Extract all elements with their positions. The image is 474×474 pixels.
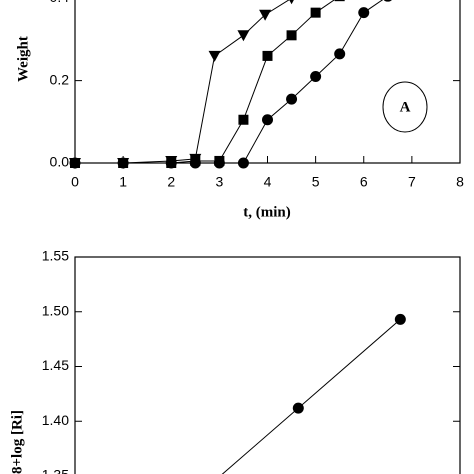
marker [394, 313, 406, 325]
plot-frame [74, 256, 461, 474]
marker [69, 157, 81, 169]
marker [383, 0, 392, 2]
marker [237, 157, 249, 169]
marker [310, 71, 322, 82]
series-line [75, 0, 290, 164]
y-tick-label: 0.0 [50, 154, 70, 170]
marker [289, 0, 294, 5]
marker [213, 157, 225, 169]
x-tick-label: 3 [215, 174, 223, 190]
marker [358, 7, 370, 19]
series-line [75, 0, 335, 164]
marker [165, 157, 177, 169]
annotation-circle [382, 81, 428, 133]
x-axis-label: t, (min) [243, 204, 291, 220]
plot-frame [74, 0, 461, 164]
marker [117, 157, 129, 169]
y-tick-label: 1.55 [42, 248, 69, 264]
x-tick-label: 4 [264, 174, 272, 190]
annotation: A [400, 99, 411, 115]
marker [334, 0, 345, 2]
x-tick-label: 5 [312, 174, 320, 190]
marker [237, 30, 250, 42]
fit-line [221, 319, 401, 474]
y-axis-label: Weight [15, 36, 31, 82]
marker [208, 50, 221, 62]
x-tick-label: 2 [167, 174, 175, 190]
y-tick-label: 1.35 [42, 467, 69, 474]
marker [262, 114, 273, 126]
y-axis-label: 8+log [Ri] [9, 410, 25, 474]
series-line [75, 0, 384, 164]
y-tick-label: 1.40 [42, 412, 69, 428]
marker [292, 402, 304, 414]
x-tick-label: 1 [119, 174, 127, 190]
x-tick-label: 7 [408, 174, 416, 190]
marker [259, 9, 272, 21]
x-tick-label: 8 [456, 174, 464, 190]
marker [238, 114, 249, 125]
marker [262, 50, 273, 61]
y-tick-label: 0.2 [50, 71, 70, 87]
marker [286, 93, 298, 105]
marker [189, 157, 201, 169]
x-tick-label: 6 [360, 174, 368, 190]
marker [310, 7, 321, 18]
y-tick-label: 1.45 [42, 357, 69, 373]
marker [334, 48, 346, 60]
y-tick-label: 0.4 [50, 0, 70, 5]
y-tick-label: 1.50 [42, 302, 69, 318]
x-tick-label: 0 [71, 174, 79, 190]
marker [286, 30, 297, 41]
